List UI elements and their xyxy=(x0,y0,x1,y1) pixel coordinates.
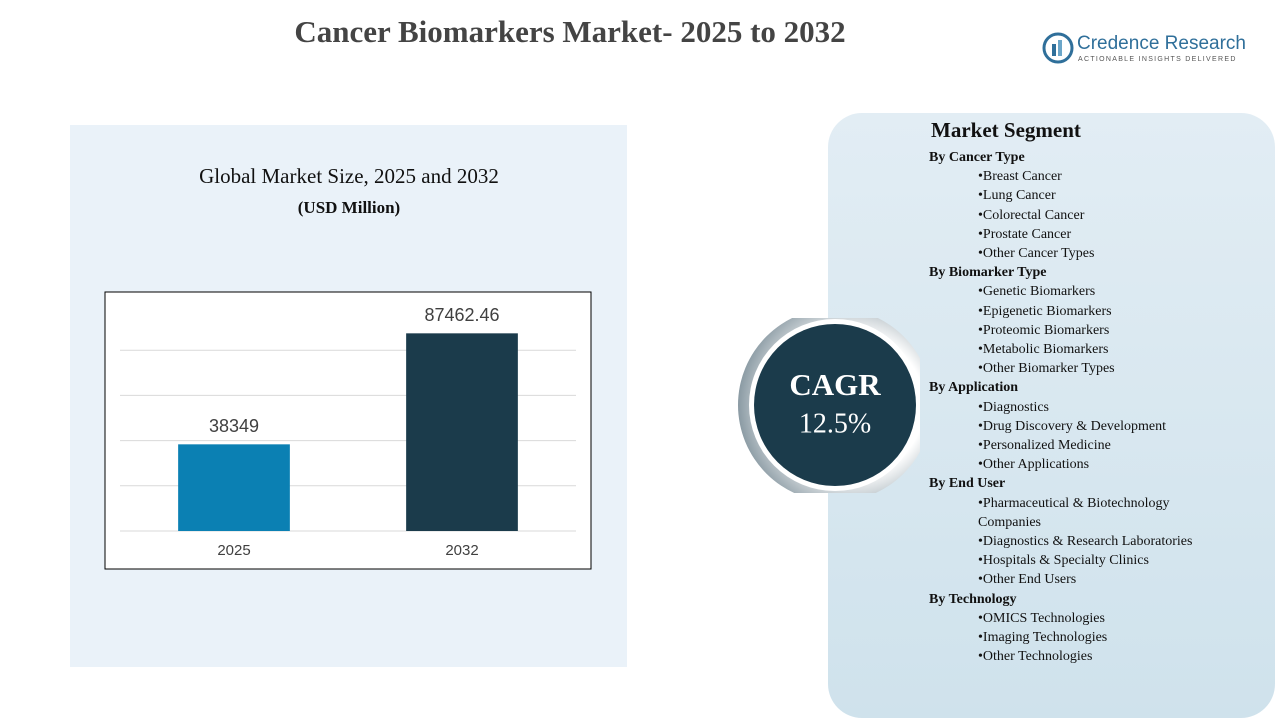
segment-title: Market Segment xyxy=(931,118,1081,142)
segment-item: Pharmaceutical & Biotechnology Companies xyxy=(929,494,1228,532)
segment-group: By Technology xyxy=(929,591,1017,607)
segment-item: Genetic Biomarkers xyxy=(929,282,1228,301)
cagr-badge: CAGR 12.5% xyxy=(738,318,920,493)
bar xyxy=(406,333,518,531)
segment-item: Diagnostics xyxy=(929,398,1228,417)
chart-subtitle: (USD Million) xyxy=(298,198,400,217)
chart-title: Global Market Size, 2025 and 2032 xyxy=(199,164,499,188)
segment-group: By Cancer Type xyxy=(929,150,1025,165)
logo-tagline: ACTIONABLE INSIGHTS DELIVERED xyxy=(1078,56,1237,63)
segment-group: By Application xyxy=(929,380,1019,396)
logo-icon xyxy=(1042,32,1074,64)
page-title: Cancer Biomarkers Market- 2025 to 2032 xyxy=(294,14,846,49)
segment-group: By Biomarker Type xyxy=(929,265,1047,281)
plot-frame xyxy=(104,291,592,570)
segment-item: Other Technologies xyxy=(929,647,1228,666)
segment-item: Breast Cancer xyxy=(929,167,1228,186)
segment-item: Prostate Cancer xyxy=(929,225,1228,244)
segment-item: Epigenetic Biomarkers xyxy=(929,302,1228,321)
segment-item: Colorectal Cancer xyxy=(929,206,1228,225)
segment-item: Other Applications xyxy=(929,455,1228,474)
segment-item: Other Cancer Types xyxy=(929,244,1228,263)
segment-item: OMICS Technologies xyxy=(929,609,1228,628)
segment-item: Lung Cancer xyxy=(929,186,1228,205)
segment-item: Drug Discovery & Development xyxy=(929,417,1228,436)
logo-name: Credence Research xyxy=(1077,33,1246,54)
segment-item: Other Biomarker Types xyxy=(929,359,1228,378)
segment-item: Personalized Medicine xyxy=(929,436,1228,455)
cagr-value: 12.5% xyxy=(799,408,871,439)
segment-item: Proteomic Biomarkers xyxy=(929,321,1228,340)
chart: Global Market Size, 2025 and 2032 (USD M… xyxy=(104,164,592,570)
segment-list: Market Segment By Cancer Type Breast Canc… xyxy=(929,118,1259,666)
segment-item: Other End Users xyxy=(929,570,1228,589)
segment-item: Hospitals & Specialty Clinics xyxy=(929,551,1228,570)
segment-item: Imaging Technologies xyxy=(929,628,1228,647)
segment-item: Metabolic Biomarkers xyxy=(929,340,1228,359)
cagr-label: CAGR xyxy=(789,367,881,402)
data-label: 38349 xyxy=(209,416,259,436)
x-tick-label: 2032 xyxy=(445,542,478,559)
data-label: 87462.46 xyxy=(424,305,499,325)
x-tick-label: 2025 xyxy=(217,542,250,559)
segment-item: Diagnostics & Research Laboratories xyxy=(929,532,1228,551)
bar xyxy=(178,444,290,531)
segment-group: By End User xyxy=(929,476,1006,492)
